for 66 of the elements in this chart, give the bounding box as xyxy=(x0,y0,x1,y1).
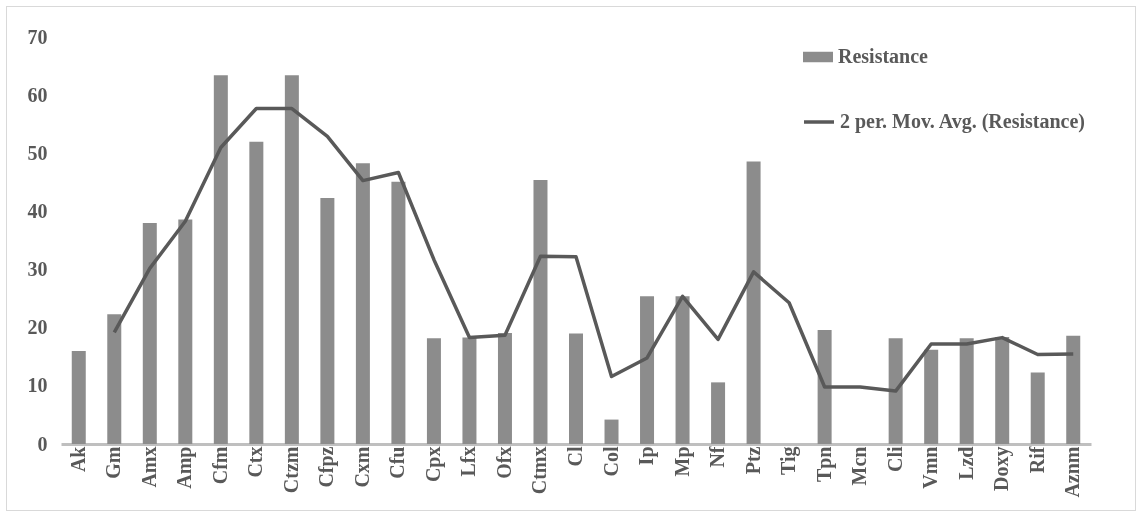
x-tick-label: Mp xyxy=(670,446,694,477)
bar xyxy=(746,161,761,444)
x-tick-label: Amp xyxy=(173,446,197,489)
bar xyxy=(533,180,548,444)
x-tick-label: Ctx xyxy=(244,446,267,478)
x-tick-label: Tpn xyxy=(812,446,836,483)
bar xyxy=(817,330,832,444)
x-tick-label: Lzd xyxy=(954,446,977,480)
x-tick-label: Cxm xyxy=(350,446,373,488)
x-tick-label: Cli xyxy=(883,446,906,473)
x-tick-label: Gm xyxy=(102,446,125,479)
bar xyxy=(462,337,477,444)
bar xyxy=(213,75,228,444)
x-tick-label: Vmn xyxy=(919,446,942,489)
x-tick-label: Cl xyxy=(564,446,586,467)
x-tick-label: Ptz xyxy=(741,446,764,475)
bar xyxy=(959,338,974,444)
bar xyxy=(497,332,512,444)
x-tick-label: Rif xyxy=(1025,446,1048,474)
bar xyxy=(569,333,583,444)
x-tick-label: Cfpz xyxy=(315,446,339,488)
bar xyxy=(924,349,939,444)
x-tick-label: Tig xyxy=(777,446,801,476)
y-tick-label: 0 xyxy=(37,432,48,455)
legend-label: 2 per. Mov. Avg. (Resistance) xyxy=(840,110,1085,133)
y-tick-label: 20 xyxy=(27,316,48,339)
x-tick-label: Col xyxy=(599,446,622,477)
x-tick-label: Doxy xyxy=(990,446,1014,491)
y-tick-label: 60 xyxy=(27,83,48,106)
bar xyxy=(142,223,157,444)
bar xyxy=(355,163,370,444)
x-tick-label: Aznm xyxy=(1061,446,1084,498)
bar xyxy=(711,382,726,444)
x-tick-label: Nf xyxy=(706,446,729,468)
x-tick-label: Cfm xyxy=(208,446,231,485)
bar xyxy=(284,75,299,444)
bar xyxy=(391,181,406,444)
x-tick-label: Amx xyxy=(137,446,160,488)
bar xyxy=(249,141,264,444)
bar xyxy=(604,419,619,444)
x-tick-label: Lfx xyxy=(457,446,480,477)
bar xyxy=(675,296,690,444)
bar xyxy=(426,338,441,444)
bar xyxy=(1030,372,1045,444)
y-tick-label: 10 xyxy=(27,374,48,397)
x-tick-label: Ofx xyxy=(492,446,515,479)
bar xyxy=(995,337,1010,444)
bar xyxy=(320,198,335,444)
y-tick-label: 30 xyxy=(27,258,48,281)
x-tick-label: Ip xyxy=(635,446,659,466)
x-tick-label: Mcn xyxy=(848,446,871,486)
y-tick-label: 50 xyxy=(27,141,48,164)
bar xyxy=(71,350,86,444)
x-tick-label: Ctzm xyxy=(279,446,302,494)
y-tick-label: 40 xyxy=(27,199,48,222)
x-tick-label: Cfu xyxy=(386,446,409,479)
bar xyxy=(1066,335,1081,444)
bar xyxy=(178,219,193,444)
legend-label: Resistance xyxy=(838,45,929,67)
x-tick-label: Cpx xyxy=(421,446,445,483)
bar xyxy=(640,296,655,444)
x-tick-label: Ctmx xyxy=(528,446,551,495)
bar xyxy=(107,314,122,444)
x-tick-label: Ak xyxy=(66,445,89,473)
y-tick-label: 70 xyxy=(27,25,48,48)
bar xyxy=(888,338,903,444)
